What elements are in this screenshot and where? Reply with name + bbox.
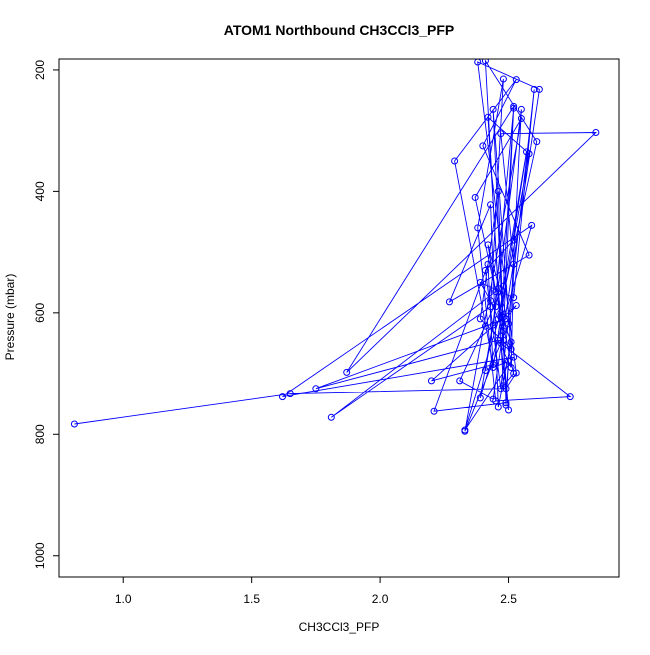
data-point (471, 193, 479, 201)
data-point (278, 393, 286, 401)
data-point (530, 85, 538, 93)
data-point (528, 221, 536, 229)
data-point (476, 278, 484, 286)
data-point (502, 399, 510, 407)
data-point (487, 201, 495, 209)
x-tick-label: 2.5 (500, 592, 517, 606)
series-line (74, 59, 598, 432)
data-point (312, 385, 320, 393)
data-point (484, 241, 492, 249)
data-point (510, 104, 518, 112)
data-point (489, 321, 497, 329)
data-point (489, 360, 497, 368)
data-point (510, 260, 518, 268)
data-point (499, 75, 507, 83)
x-axis-label: CH3CCl3_PFP (299, 620, 380, 634)
y-tick-label: 600 (33, 303, 47, 323)
data-point (507, 363, 515, 371)
data-point (489, 363, 497, 371)
data-point (481, 322, 489, 330)
data-point (566, 393, 574, 401)
x-axis: 1.0 1.5 2.0 2.5 (115, 577, 517, 606)
y-tick-label: 400 (33, 181, 47, 201)
data-point (505, 406, 513, 414)
data-point (510, 236, 518, 244)
plot-area (70, 59, 600, 435)
data-point (535, 85, 543, 93)
data-point (489, 105, 497, 113)
data-point (507, 345, 515, 353)
chart-title: ATOM1 Northbound CH3CCl3_PFP (224, 22, 455, 38)
data-point (492, 288, 500, 296)
data-point (484, 113, 492, 121)
data-point (592, 128, 600, 136)
data-point (456, 377, 464, 385)
data-point (343, 368, 351, 376)
data-point (494, 315, 502, 323)
data-point (499, 336, 507, 344)
data-point (512, 76, 520, 84)
data-point (512, 302, 520, 310)
data-point (505, 320, 513, 328)
data-point (523, 148, 531, 156)
data-point (499, 382, 507, 390)
x-tick-label: 2.0 (372, 592, 389, 606)
data-point (505, 357, 513, 365)
data-point (510, 102, 518, 110)
data-point (487, 303, 495, 311)
data-point (497, 309, 505, 317)
x-tick-label: 1.0 (115, 592, 132, 606)
data-point (512, 369, 520, 377)
data-point (430, 407, 438, 415)
data-point (481, 59, 489, 65)
data-point (327, 413, 335, 421)
data-point (533, 138, 541, 146)
x-tick-label: 1.5 (243, 592, 260, 606)
data-point (481, 266, 489, 274)
data-point (507, 338, 515, 346)
data-point (476, 315, 484, 323)
data-point (479, 142, 487, 150)
y-tick-label: 1000 (33, 542, 47, 569)
data-point (494, 403, 502, 411)
data-point (461, 427, 469, 435)
data-point (510, 353, 518, 361)
y-tick-label: 800 (33, 424, 47, 444)
y-tick-label: 200 (33, 60, 47, 80)
data-point (427, 377, 435, 385)
data-point (510, 294, 518, 302)
data-point (484, 260, 492, 268)
data-point (497, 130, 505, 138)
data-point (525, 251, 533, 259)
plot-frame (58, 58, 620, 578)
data-point (474, 224, 482, 232)
data-point (499, 327, 507, 335)
y-axis-label: Pressure (mbar) (3, 274, 17, 361)
data-point (70, 420, 78, 428)
data-point (517, 105, 525, 113)
data-point (286, 390, 294, 398)
data-point (492, 303, 500, 311)
data-point (476, 394, 484, 402)
y-axis: 200 400 600 800 1000 (33, 60, 59, 569)
data-point (451, 157, 459, 165)
data-point (517, 115, 525, 123)
data-point (494, 187, 502, 195)
data-point (481, 367, 489, 375)
data-point (492, 397, 500, 405)
data-point (445, 298, 453, 306)
data-point (510, 370, 518, 378)
